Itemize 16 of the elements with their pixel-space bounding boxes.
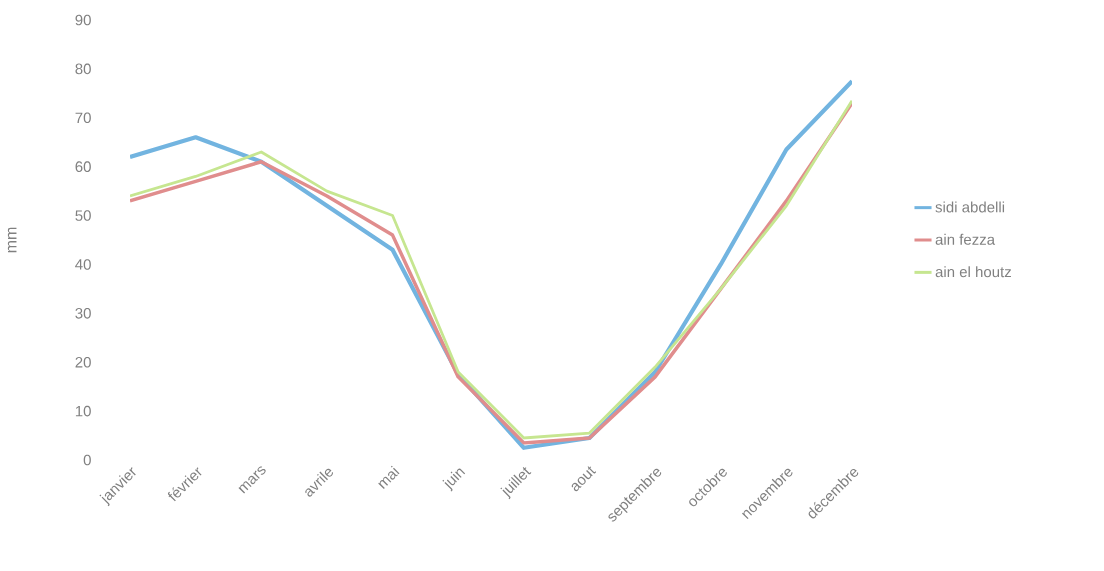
x-tick-label: mai bbox=[378, 465, 400, 490]
x-tick-label: juin bbox=[442, 468, 466, 492]
y-tick-label: 80 bbox=[75, 63, 91, 75]
legend-label: ain fezza bbox=[935, 233, 996, 245]
y-tick-label: 60 bbox=[75, 161, 91, 172]
y-tick-label: 0 bbox=[83, 454, 91, 466]
y-tick-label: 40 bbox=[75, 259, 91, 270]
y-tick-label: 20 bbox=[75, 356, 91, 368]
y-tick-label: 70 bbox=[75, 112, 91, 124]
y-axis-title: mm bbox=[7, 227, 17, 253]
y-tick-label: 90 bbox=[75, 14, 91, 26]
legend-label: sidi abdelli bbox=[935, 201, 1005, 213]
y-tick-label: 30 bbox=[75, 308, 91, 319]
y-tick-label: 10 bbox=[75, 405, 91, 417]
y-tick-label: 50 bbox=[75, 210, 91, 221]
legend-label: ain el houtz bbox=[935, 266, 1011, 278]
